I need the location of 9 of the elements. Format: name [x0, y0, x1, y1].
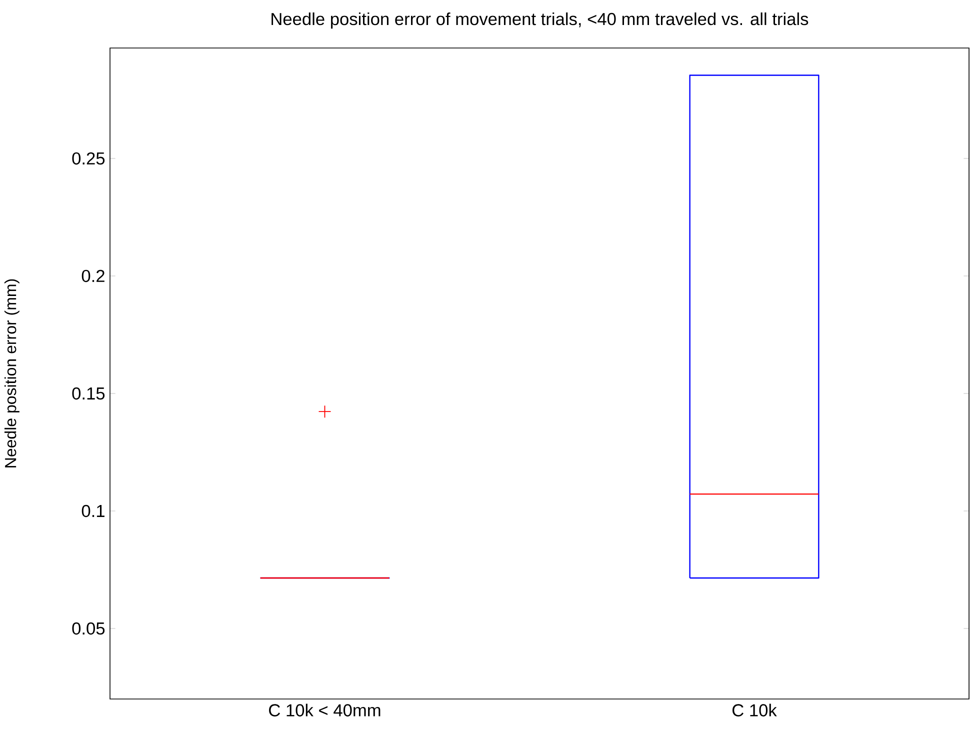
y-tick-label: 0.25 [72, 152, 105, 165]
y-tick-label: 0.05 [72, 622, 105, 635]
y-tick-label: 0.2 [82, 270, 104, 282]
y-axis-title: Needle position error (mm) [4, 279, 20, 468]
x-tick-label: C 10k < 40mm [269, 704, 380, 716]
x-tick-label: C 10k [732, 704, 777, 716]
chart-title: Needle position error of movement trials, <40 mm traveled vs. all trials [272, 12, 808, 29]
y-tick-label: 0.15 [72, 387, 105, 400]
y-tick-label: 0.1 [82, 504, 104, 518]
